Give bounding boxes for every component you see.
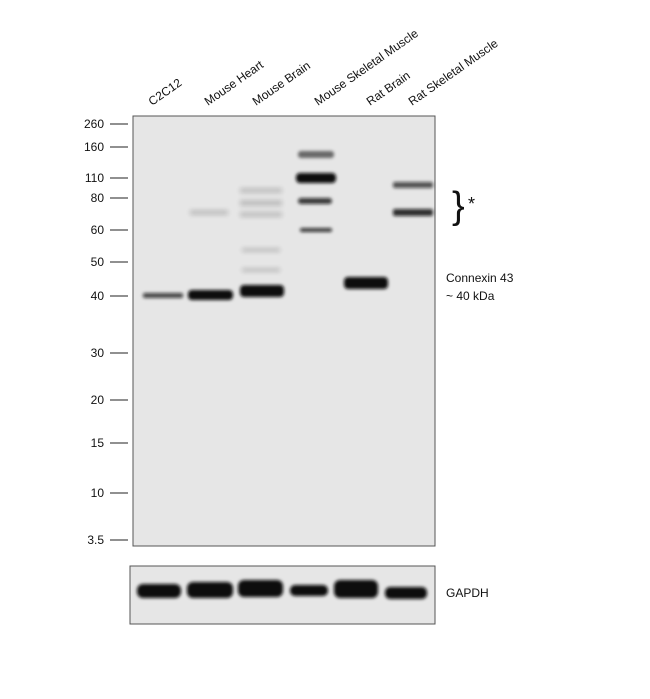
band xyxy=(240,188,282,193)
faint-bands xyxy=(190,188,282,272)
marker-label: 30 xyxy=(91,346,105,360)
marker-label: 260 xyxy=(84,117,104,131)
band xyxy=(238,580,283,597)
band xyxy=(143,293,183,298)
asterisk: * xyxy=(468,194,475,214)
blot-membrane xyxy=(132,115,436,547)
band xyxy=(298,151,334,158)
marker-label: 160 xyxy=(84,140,104,154)
band xyxy=(344,277,388,289)
marker-label: 20 xyxy=(91,393,105,407)
band xyxy=(240,200,282,206)
band xyxy=(240,285,284,297)
marker-label: 3.5 xyxy=(87,533,104,547)
marker-ladder: 260 160 110 80 60 50 40 30 20 15 10 3.5 xyxy=(84,117,128,547)
size-label: ~ 40 kDa xyxy=(446,289,495,303)
marker-label: 50 xyxy=(91,255,105,269)
band xyxy=(393,182,433,188)
band xyxy=(290,585,328,596)
marker-label: 10 xyxy=(91,486,105,500)
marker-label: 60 xyxy=(91,223,105,237)
lane-label: Rat Brain xyxy=(364,68,413,108)
marker-label: 80 xyxy=(91,191,105,205)
brace: } xyxy=(452,185,465,227)
loading-control-label: GAPDH xyxy=(446,586,489,600)
marker-label: 110 xyxy=(85,171,104,185)
band xyxy=(240,212,282,217)
band xyxy=(300,228,332,232)
loading-control-membrane xyxy=(129,565,436,625)
band xyxy=(190,210,228,215)
lane-label: C2C12 xyxy=(146,75,185,108)
band xyxy=(385,587,427,599)
target-label: Connexin 43 xyxy=(446,271,514,285)
band xyxy=(242,248,280,252)
lane-label: Rat Skeletal Muscle xyxy=(406,36,501,108)
band xyxy=(298,198,332,204)
band xyxy=(188,290,233,300)
bands xyxy=(143,151,433,300)
band xyxy=(137,584,181,598)
gapdh-bands xyxy=(137,580,427,599)
band xyxy=(187,582,233,598)
marker-label: 40 xyxy=(91,289,105,303)
band xyxy=(296,173,336,183)
band xyxy=(334,580,378,598)
band xyxy=(242,268,280,272)
marker-label: 15 xyxy=(91,436,105,450)
band xyxy=(393,209,433,216)
